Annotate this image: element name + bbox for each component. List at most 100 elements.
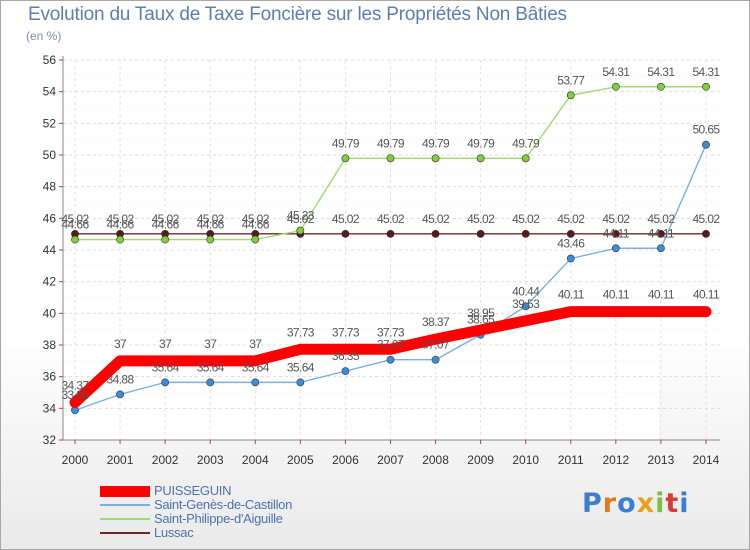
x-tick-label: 2010	[512, 453, 539, 467]
data-label: 45.02	[467, 212, 495, 226]
data-label: 34.88	[107, 372, 135, 386]
chart-title: Evolution du Taux de Taxe Foncière sur l…	[28, 4, 567, 25]
data-point	[521, 229, 530, 238]
data-point	[702, 82, 710, 91]
data-point	[702, 229, 710, 238]
legend-item: Lussac	[100, 526, 292, 540]
x-tick-label: 2005	[287, 453, 314, 467]
data-label: 35.64	[242, 360, 270, 374]
data-point	[611, 229, 620, 238]
data-label: 45.02	[107, 212, 135, 226]
y-tick-label: 46	[43, 211, 57, 225]
data-point	[161, 235, 170, 244]
legend-label: Saint-Genès-de-Castillon	[154, 497, 293, 512]
data-label: 45.02	[197, 212, 225, 226]
data-label: 38.95	[467, 306, 495, 320]
data-label-layer: 34.37 37 37 37 37 37.73 37.73 37.73 38.37 38.95 39…	[61, 65, 721, 402]
data-point	[566, 91, 575, 100]
data-point	[116, 390, 124, 399]
data-label: 45.02	[242, 212, 270, 226]
data-label: 36.35	[332, 349, 360, 363]
x-tick-label: 2004	[242, 453, 269, 467]
y-tick-label: 44	[43, 243, 57, 257]
y-tick-label: 48	[43, 180, 57, 194]
data-label: 37.73	[287, 325, 315, 339]
data-label: 54.31	[602, 65, 630, 79]
data-label: 37	[114, 337, 127, 351]
plot-area	[63, 60, 659, 440]
proxiti-logo: Proxiti	[582, 488, 690, 519]
y-tick-label: 36	[43, 370, 57, 384]
data-point	[161, 378, 170, 387]
legend-swatch	[100, 518, 150, 520]
data-label: 44.66	[152, 218, 180, 232]
data-label: 37.73	[377, 325, 405, 339]
data-label: 45.02	[422, 212, 450, 226]
data-label: 45.02	[647, 212, 675, 226]
data-label: 37.07	[422, 338, 450, 352]
data-point	[566, 254, 575, 263]
data-label: 34.37	[61, 378, 89, 392]
data-point	[251, 378, 260, 387]
x-tick-label: 2009	[467, 453, 494, 467]
data-label: 40.11	[648, 288, 675, 302]
y-tick-label: 38	[43, 338, 57, 352]
data-label: 40.11	[693, 288, 720, 302]
legend-swatch	[100, 485, 150, 497]
x-tick-label: 2011	[558, 453, 584, 467]
data-point	[296, 378, 305, 387]
data-label: 45.02	[61, 212, 89, 226]
data-label: 53.77	[557, 73, 585, 87]
data-point	[116, 235, 124, 244]
x-tick-label: 2006	[332, 453, 359, 467]
data-point	[206, 235, 215, 244]
data-point	[476, 229, 485, 238]
y-tick-label: 54	[43, 85, 57, 99]
data-label: 39.53	[512, 297, 540, 311]
logo-letter: t	[665, 488, 680, 519]
data-point	[476, 154, 485, 163]
legend-swatch	[100, 504, 150, 506]
data-label: 38.65	[467, 313, 495, 327]
y-tick-label: 50	[43, 148, 57, 162]
data-point	[341, 367, 350, 376]
data-point	[566, 229, 575, 238]
data-label: 37	[204, 337, 217, 351]
x-tick-label: 2000	[62, 453, 89, 467]
x-tick-label: 2007	[377, 453, 404, 467]
x-tick-label: 2003	[197, 453, 224, 467]
data-label: 37	[159, 337, 172, 351]
data-label: 35.64	[197, 360, 225, 374]
data-point	[71, 235, 79, 244]
data-point	[386, 355, 395, 364]
data-label: 43.46	[557, 237, 585, 251]
data-point	[431, 154, 440, 163]
logo-letter: P	[582, 488, 603, 519]
y-tick-label: 40	[43, 306, 57, 320]
data-point	[341, 154, 350, 163]
data-label: 45.02	[332, 212, 360, 226]
data-label: 45.02	[152, 212, 180, 226]
data-label: 35.64	[287, 360, 315, 374]
data-label: 37.07	[377, 338, 405, 352]
data-label: 45.23	[287, 209, 315, 223]
data-label: 40.11	[603, 288, 630, 302]
data-label: 37.73	[332, 325, 360, 339]
data-label: 54.31	[692, 65, 720, 79]
data-point	[521, 302, 530, 311]
data-point	[296, 226, 305, 235]
data-label: 49.79	[422, 136, 450, 150]
x-tick-label: 2012	[602, 453, 629, 467]
series-line-puisseguin	[69, 306, 712, 408]
data-label: 45.02	[692, 212, 720, 226]
data-point	[611, 244, 620, 253]
logo-letter: i	[655, 488, 666, 519]
legend-label: Lussac	[154, 525, 194, 540]
legend-label: Saint-Philippe-d'Aiguille	[154, 511, 283, 526]
data-point	[386, 229, 395, 238]
axis-layer: 32 34 36 38 40 42 44 46 48 50 52 54 56 2000 2001 2002 20…	[43, 53, 720, 467]
data-point	[431, 229, 440, 238]
data-label: 49.79	[512, 136, 540, 150]
data-label: 37	[249, 337, 262, 351]
